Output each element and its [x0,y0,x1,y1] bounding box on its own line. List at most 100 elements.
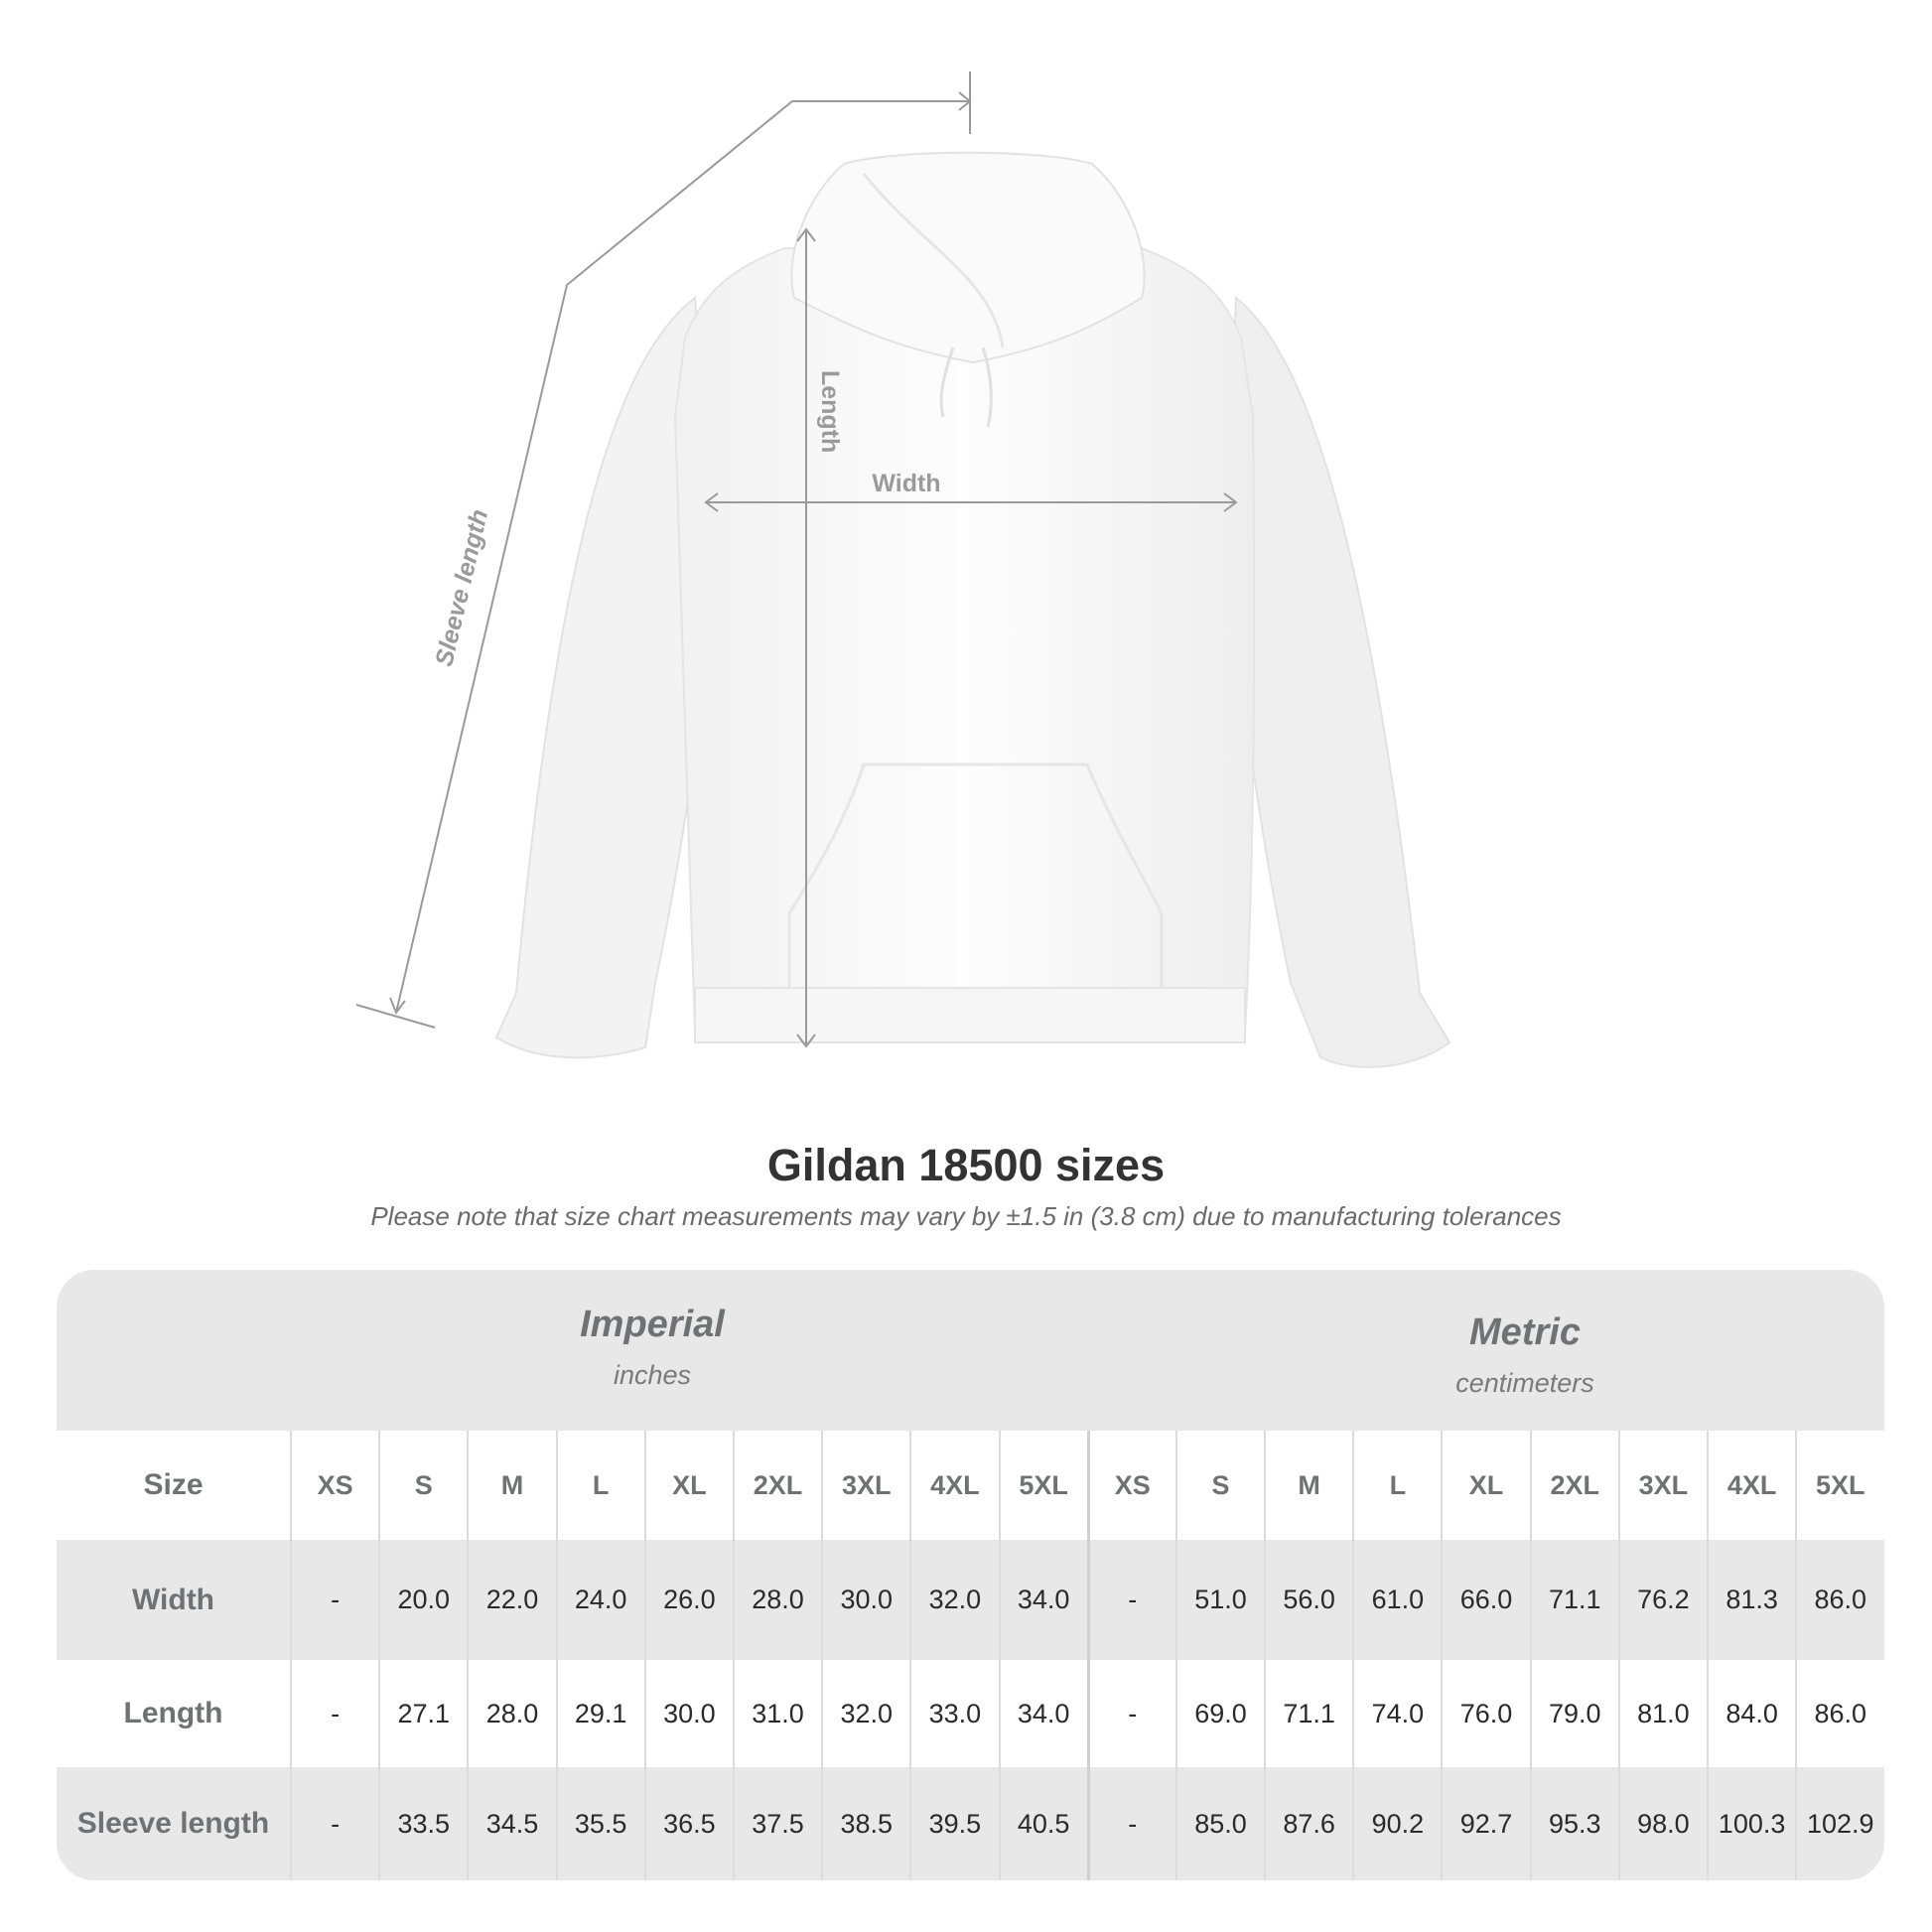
value-cell: 85.0 [1174,1767,1264,1880]
value-cell: 51.0 [1174,1540,1264,1660]
sleeve-arrow-top-icon [958,91,972,111]
value-cell: 30.0 [821,1540,909,1660]
length-label: Length [816,370,844,453]
size-header-cell: 5XL [998,1431,1087,1540]
size-header-cell: M [467,1431,555,1540]
value-cell: - [290,1767,378,1880]
value-cell: 22.0 [467,1540,555,1660]
value-cell: 31.0 [732,1660,821,1767]
value-cell: 28.0 [467,1660,555,1767]
value-cell: 40.5 [998,1767,1087,1880]
value-cell: 86.0 [1795,1660,1883,1767]
row-label: Size [143,1468,204,1501]
value-cell: 79.0 [1529,1660,1618,1767]
value-cell: 20.0 [378,1540,467,1660]
value-cell: 92.7 [1441,1767,1529,1880]
page-title: Gildan 18500 sizes [766,1140,1166,1190]
value-cell: 39.5 [909,1767,998,1880]
size-header-cell: 2XL [732,1431,821,1540]
value-cell: 33.5 [378,1767,467,1880]
value-cell: 26.0 [643,1540,733,1660]
size-header-cell: XS [290,1431,378,1540]
table-row-length: Length -27.1 28.0 29.1 30.0 31.0 32.0 33.0 34.0-… [57,1660,1884,1767]
size-header-cell: S [378,1431,467,1540]
row-label: Length [123,1697,223,1729]
size-header-cell: S [1174,1431,1264,1540]
value-cell: 33.0 [909,1660,998,1767]
value-cell: 84.0 [1707,1660,1795,1767]
value-cell: 71.1 [1529,1540,1618,1660]
value-cell: 34.0 [998,1660,1087,1767]
size-header-cell: L [555,1431,644,1540]
imperial-unit: inches [613,1360,692,1390]
value-cell: 30.0 [643,1660,733,1767]
size-header-cell: XS [1086,1431,1175,1540]
size-header-cell: 5XL [1795,1431,1883,1540]
table-row-sleeve-length: Sleeve length -33.5 34.5 35.5 36.5 37.5 38.5 39… [57,1767,1884,1880]
value-cell: 87.6 [1264,1767,1352,1880]
value-cell: 69.0 [1174,1660,1264,1767]
length-arrows-icon [796,227,816,1048]
sleeve-arrow-bottom-icon [389,997,406,1016]
value-cell: 90.2 [1352,1767,1441,1880]
value-cell: - [290,1540,378,1660]
value-cell: 27.1 [378,1660,467,1767]
size-header-cell: XL [1441,1431,1529,1540]
table-row-width: Width -20.0 22.0 24.0 26.0 28.0 30.0 32.0 34.0-5… [57,1540,1884,1660]
value-cell: - [1086,1767,1175,1880]
size-header-cell: L [1352,1431,1441,1540]
value-cell: 74.0 [1352,1660,1441,1767]
size-header-cell: XL [643,1431,733,1540]
metric-title: Metric [1469,1311,1581,1353]
width-arrows-icon [704,492,1238,512]
sleeve-length-label: Sleeve length [430,507,493,669]
metric-header: Metric centimeters [1088,1311,1884,1399]
width-label: Width [872,470,940,497]
sleeve-tick-bottom [355,1004,436,1029]
value-cell: 100.3 [1707,1767,1795,1880]
value-cell: - [290,1660,378,1767]
row-label: Width [131,1583,215,1616]
value-cell: 35.5 [555,1767,644,1880]
size-header-cell: 2XL [1529,1431,1618,1540]
value-cell: - [1086,1660,1175,1767]
size-header-cell: 3XL [1617,1431,1707,1540]
value-cell: 32.0 [909,1540,998,1660]
value-cell: 98.0 [1617,1767,1707,1880]
value-cell: 28.0 [732,1540,821,1660]
sleeve-length-line [395,100,970,1014]
value-cell: 61.0 [1352,1540,1441,1660]
value-cell: 71.1 [1264,1660,1352,1767]
value-cell: 102.9 [1795,1767,1883,1880]
value-cell: 38.5 [821,1767,909,1880]
value-cell: 56.0 [1264,1540,1352,1660]
value-cell: 66.0 [1441,1540,1529,1660]
value-cell: 76.0 [1441,1660,1529,1767]
value-cell: 24.0 [555,1540,644,1660]
value-cell: 36.5 [643,1767,733,1880]
value-cell: 34.5 [467,1767,555,1880]
size-header-cell: 4XL [909,1431,998,1540]
hoodie-diagram: Length Width Sleeve length [355,71,1451,1068]
size-table: Imperial inches Metric centimeters Size X… [57,1270,1884,1880]
value-cell: 32.0 [821,1660,909,1767]
value-cell: - [1086,1540,1175,1660]
imperial-header: Imperial inches [215,1304,1089,1391]
size-row: Size XS S M L XL 2XL 3XL 4XL 5XL XS S M L XL 2XL 3XL 4XL 5… [57,1431,1884,1540]
value-cell: 95.3 [1529,1767,1618,1880]
value-cell: 81.3 [1707,1540,1795,1660]
imperial-title: Imperial [580,1304,725,1345]
hoodie-image [494,151,1451,1068]
value-cell: 76.2 [1617,1540,1707,1660]
row-label: Sleeve length [76,1807,270,1840]
size-header-cell: 3XL [821,1431,909,1540]
value-cell: 81.0 [1617,1660,1707,1767]
metric-unit: centimeters [1455,1368,1594,1398]
value-cell: 86.0 [1795,1540,1883,1660]
value-cell: 34.0 [998,1540,1087,1660]
size-header-cell: 4XL [1707,1431,1795,1540]
value-cell: 29.1 [555,1660,644,1767]
value-cell: 37.5 [732,1767,821,1880]
tolerance-note: Please note that size chart measurements… [370,1201,1562,1231]
size-header-cell: M [1264,1431,1352,1540]
